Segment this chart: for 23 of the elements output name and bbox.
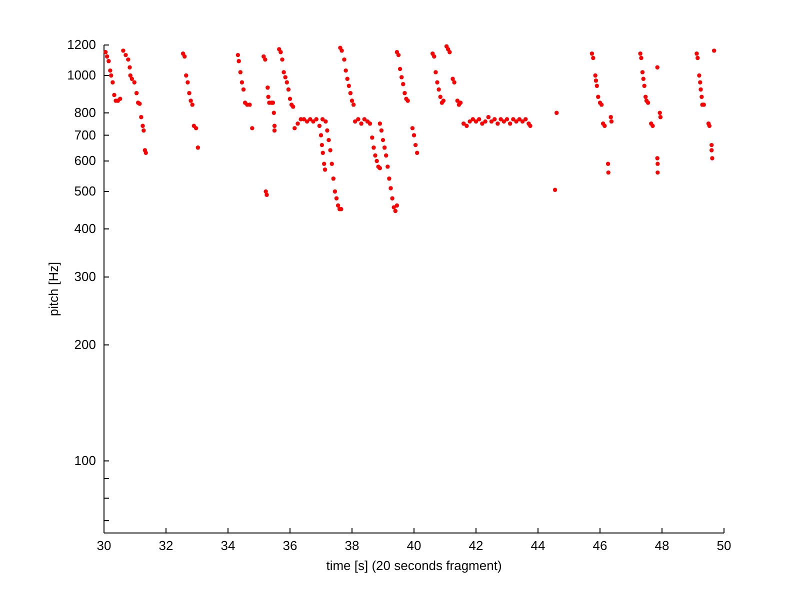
x-tick-label: 36 [282, 538, 298, 554]
y-tick-label: 1000 [67, 68, 96, 83]
x-tick-label: 38 [344, 538, 360, 554]
y-tick-label: 500 [74, 184, 96, 199]
y-tick-label: 400 [74, 221, 96, 236]
x-tick-label: 42 [468, 538, 484, 554]
x-tick-label: 40 [406, 538, 422, 554]
y-tick-label: 1200 [67, 37, 96, 52]
y-tick-label: 600 [74, 153, 96, 168]
x-axis-title: time [s] (20 seconds fragment) [326, 558, 502, 573]
y-axis-title: pitch [Hz] [46, 262, 61, 316]
y-tick-label: 700 [74, 127, 96, 142]
x-tick-label: 44 [530, 538, 546, 554]
x-tick-label: 48 [654, 538, 670, 554]
x-tick-label: 46 [592, 538, 608, 554]
x-tick-label: 30 [96, 538, 112, 554]
y-tick-label: 200 [74, 337, 96, 352]
y-tick-label: 300 [74, 269, 96, 284]
y-tick-label: 800 [74, 105, 96, 120]
x-tick-label: 34 [220, 538, 236, 554]
x-tick-label: 50 [716, 538, 732, 554]
x-tick-label: 32 [158, 538, 174, 554]
y-tick-label: 100 [74, 453, 96, 468]
